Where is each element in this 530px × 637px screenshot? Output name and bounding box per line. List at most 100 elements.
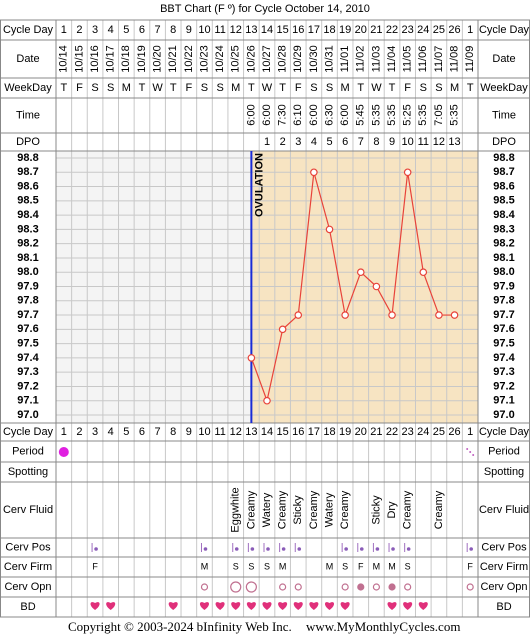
y-tick-label: 97.4 bbox=[493, 352, 515, 364]
y-tick-label: 97.8 bbox=[493, 295, 514, 307]
y-tick-label: 97.5 bbox=[17, 338, 38, 350]
row-label: Date bbox=[492, 53, 515, 65]
cerv-fluid: Eggwhite bbox=[230, 487, 242, 532]
y-tick-label: 97.3 bbox=[493, 366, 514, 378]
cerv-opn-icon bbox=[388, 583, 396, 591]
cycle-day: 20 bbox=[355, 24, 367, 36]
time: 5:25 bbox=[402, 104, 414, 125]
y-tick-label: 97.9 bbox=[17, 280, 38, 292]
cycle-day: 22 bbox=[386, 24, 398, 36]
cerv-firm: M bbox=[388, 561, 396, 571]
cerv-fluid: Dry bbox=[386, 501, 398, 519]
y-tick-label: 98.6 bbox=[17, 180, 38, 192]
date: 11/08 bbox=[448, 46, 460, 73]
bd-heart bbox=[90, 602, 100, 610]
cerv-firm: S bbox=[248, 561, 254, 571]
cycle-day: 1 bbox=[467, 24, 473, 36]
weekday: S bbox=[435, 82, 442, 94]
y-tick-label: 97.1 bbox=[493, 395, 514, 407]
row-label: Date bbox=[16, 53, 39, 65]
cycle-day: 1 bbox=[61, 426, 67, 438]
date: 10/20 bbox=[151, 45, 163, 73]
cerv-firm: S bbox=[405, 561, 411, 571]
y-tick-label: 98.1 bbox=[17, 252, 38, 264]
bd-heart bbox=[278, 602, 288, 610]
cerv-pos-dot bbox=[469, 547, 473, 551]
bd-heart bbox=[324, 602, 335, 610]
cerv-firm: F bbox=[92, 561, 98, 571]
cycle-day: 3 bbox=[92, 426, 98, 438]
cycle-day: 7 bbox=[155, 24, 161, 36]
cerv-pos-dot bbox=[234, 547, 239, 551]
time: 5:35 bbox=[370, 104, 382, 125]
y-tick-label: 97.2 bbox=[493, 380, 514, 392]
dpo: 10 bbox=[402, 136, 414, 148]
row-label: WeekDay bbox=[4, 82, 52, 94]
time: 5:45 bbox=[355, 104, 367, 125]
cycle-day: 17 bbox=[308, 24, 320, 36]
temp-point bbox=[450, 311, 459, 319]
y-tick-label: 98.0 bbox=[493, 266, 514, 278]
cerv-fluid: Creamy bbox=[277, 490, 289, 529]
dpo: 7 bbox=[358, 136, 364, 148]
weekday: M bbox=[450, 82, 459, 94]
date: 11/09 bbox=[464, 46, 476, 73]
time: 5:35 bbox=[448, 104, 460, 125]
cycle-day: 13 bbox=[245, 426, 257, 438]
cerv-firm: F bbox=[467, 561, 473, 571]
date: 10/26 bbox=[245, 45, 257, 73]
cycle-day: 15 bbox=[277, 426, 289, 438]
weekday: M bbox=[231, 82, 240, 94]
cycle-day: 26 bbox=[448, 426, 460, 438]
dpo: 8 bbox=[373, 136, 379, 148]
cycle-day: 1 bbox=[467, 426, 473, 438]
cerv-opn-icon bbox=[279, 583, 287, 591]
cycle-day: 2 bbox=[76, 426, 82, 438]
cycle-day: 18 bbox=[323, 24, 335, 36]
weekday: S bbox=[201, 82, 208, 94]
cerv-pos-dot bbox=[203, 547, 208, 551]
cycle-day: 11 bbox=[214, 426, 225, 438]
cycle-day: 4 bbox=[108, 24, 114, 36]
date: 10/19 bbox=[136, 45, 148, 73]
weekday: T bbox=[170, 82, 177, 94]
y-tick-label: 97.6 bbox=[493, 323, 514, 335]
cerv-fluid: Creamy bbox=[308, 490, 320, 529]
dpo: 1 bbox=[264, 136, 270, 148]
dpo: 3 bbox=[295, 136, 301, 148]
cycle-day: 8 bbox=[170, 24, 176, 36]
row-label: Cycle Day bbox=[479, 24, 530, 36]
y-tick-label: 98.5 bbox=[17, 195, 38, 207]
cycle-day: 9 bbox=[186, 426, 192, 438]
cycle-day: 9 bbox=[186, 24, 192, 36]
y-tick-label: 97.5 bbox=[493, 338, 514, 350]
dpo: 13 bbox=[448, 136, 460, 148]
temp-point bbox=[294, 311, 303, 319]
cycle-day: 19 bbox=[339, 24, 351, 36]
cycle-day: 17 bbox=[308, 426, 320, 438]
date: 10/22 bbox=[183, 45, 195, 73]
temp-point bbox=[310, 168, 318, 177]
temp-point bbox=[325, 225, 334, 234]
cerv-firm: F bbox=[358, 561, 364, 571]
cerv-fluid: Creamy bbox=[245, 490, 257, 529]
cycle-day: 24 bbox=[417, 426, 429, 438]
y-tick-label: 97.9 bbox=[493, 280, 514, 292]
cycle-day: 12 bbox=[230, 426, 242, 438]
cycle-day: 20 bbox=[355, 426, 367, 438]
weekday: T bbox=[248, 82, 255, 94]
temp-point bbox=[263, 396, 271, 405]
bd-heart bbox=[387, 602, 397, 610]
cycle-day: 5 bbox=[123, 426, 129, 438]
cerv-opn-icon bbox=[200, 583, 209, 591]
cycle-day: 25 bbox=[433, 426, 445, 438]
cerv-firm: S bbox=[233, 561, 239, 571]
cerv-fluid: Watery bbox=[323, 492, 335, 527]
cycle-day: 8 bbox=[170, 426, 176, 438]
row-label: Period bbox=[488, 445, 520, 457]
date: 10/28 bbox=[277, 45, 289, 73]
cycle-day: 16 bbox=[292, 24, 304, 36]
copyright: Copyright © 2003-2024 bInfinity Web Inc. bbox=[68, 619, 292, 634]
cerv-firm: S bbox=[264, 561, 270, 571]
dpo: 9 bbox=[389, 136, 395, 148]
